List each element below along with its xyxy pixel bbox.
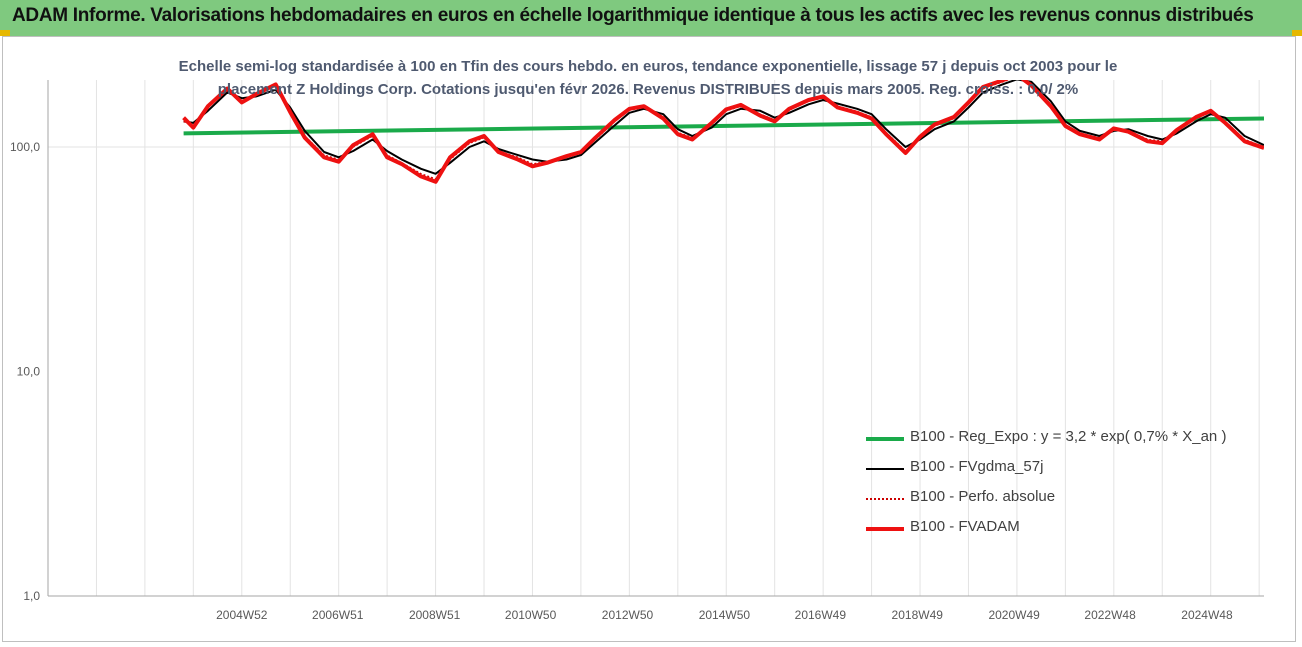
corner-marker-left [0,30,10,36]
legend-swatch [866,527,904,531]
series-line-4 [182,80,1264,184]
banner-title: ADAM Informe. Valorisations hebdomadaire… [12,5,1254,26]
x-tick-label: 2014W50 [699,608,751,622]
legend-label: B100 - Perfo. absolue [910,488,1056,505]
y-tick-label: 100,0 [10,140,40,154]
corner-marker-right [1292,30,1302,36]
chart-title-line: Echelle semi-log standardisée à 100 en T… [179,58,1118,75]
legend-entry: B100 - FVADAM [866,518,1166,548]
x-tick-label: 2024W48 [1181,608,1233,622]
chart-title-line: placement Z Holdings Corp. Cotations jus… [218,81,1078,98]
legend-label: B100 - Reg_Expo : y = 3,2 * exp( 0,7% * … [910,428,1227,445]
legend-label: B100 - FVADAM [910,518,1020,535]
chart-frame [2,36,1296,642]
legend-swatch [866,468,904,470]
banner: ADAM Informe. Valorisations hebdomadaire… [0,0,1302,36]
legend-label: B100 - FVgdma_57j [910,458,1044,475]
legend-swatch [866,498,904,500]
series-line-2 [183,80,1264,175]
legend-swatch [866,437,904,441]
x-tick-label: 2004W52 [216,608,268,622]
x-tick-label: 2020W49 [988,608,1040,622]
x-tick-label: 2008W51 [409,608,461,622]
y-tick-label: 1,0 [23,589,40,603]
series-line-1 [183,116,1264,136]
legend-entry: B100 - Perfo. absolue [866,488,1166,518]
x-tick-label: 2010W50 [505,608,557,622]
y-tick-label: 10,0 [17,365,41,379]
legend-entry: B100 - FVgdma_57j [866,458,1166,488]
x-tick-label: 2006W51 [312,608,364,622]
x-tick-label: 2022W48 [1084,608,1136,622]
x-tick-label: 2012W50 [602,608,654,622]
x-tick-label: 2016W49 [795,608,847,622]
legend: B100 - Reg_Expo : y = 3,2 * exp( 0,7% * … [866,428,1226,548]
legend-entry: B100 - Reg_Expo : y = 3,2 * exp( 0,7% * … [866,428,1226,458]
x-tick-label: 2018W49 [892,608,944,622]
